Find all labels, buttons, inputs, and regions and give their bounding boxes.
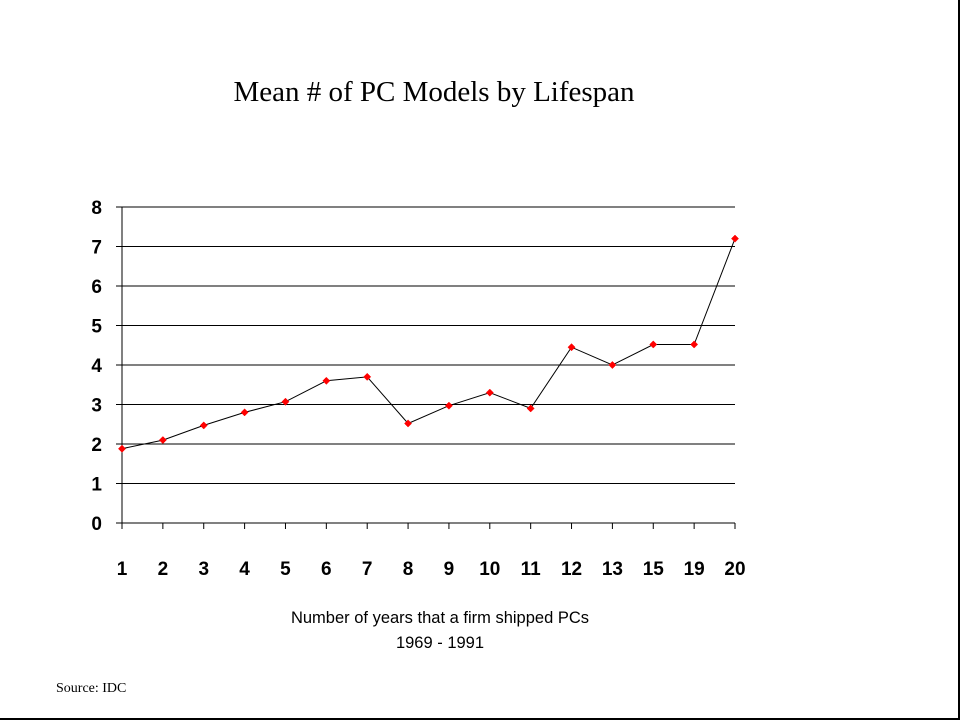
- data-point-marker: [690, 340, 699, 349]
- x-axis-label-years: 1969 - 1991: [395, 634, 485, 652]
- x-tick-label: 12: [561, 559, 582, 580]
- data-point-marker: [404, 419, 413, 428]
- x-tick-label: 9: [444, 559, 455, 580]
- y-tick-label: 4: [91, 356, 102, 377]
- y-tick-label: 1: [91, 475, 102, 496]
- data-point-marker: [649, 340, 658, 349]
- source-note: Source: IDC: [56, 681, 127, 696]
- x-tick-label: 10: [479, 559, 500, 580]
- x-tick-label: 15: [643, 559, 665, 580]
- x-tick-label: 2: [158, 559, 169, 580]
- series-layer: [118, 234, 739, 453]
- y-tick-label: 7: [91, 238, 102, 259]
- y-tick-label: 5: [91, 317, 102, 338]
- x-tick-label: 13: [602, 559, 623, 580]
- data-point-marker: [567, 343, 576, 352]
- data-point-marker: [485, 388, 494, 397]
- x-tick-label: 4: [239, 559, 250, 580]
- x-tick-label: 1: [117, 559, 128, 580]
- data-point-marker: [526, 404, 535, 413]
- data-point-marker: [118, 444, 126, 453]
- data-point-marker: [158, 436, 167, 445]
- data-point-marker: [444, 401, 453, 410]
- data-point-marker: [608, 361, 617, 369]
- y-tick-label: 2: [91, 435, 102, 456]
- gridlines: [122, 206, 735, 484]
- x-tick-labels: 1 2 3 4 5 6 7 8 9 10 11 12 13 15 19 20: [117, 559, 746, 580]
- x-tick-label: 19: [684, 559, 705, 580]
- x-tick-label: 6: [321, 559, 332, 580]
- x-tick-label: 7: [362, 559, 373, 580]
- x-tick-label: 20: [724, 559, 745, 580]
- data-point-marker: [281, 397, 290, 406]
- data-point-marker: [322, 376, 331, 385]
- data-point-marker: [731, 234, 739, 243]
- axes: [116, 206, 736, 529]
- data-point-marker: [199, 421, 208, 430]
- y-tick-label: 0: [91, 514, 102, 535]
- chart-title: Mean # of PC Models by Lifespan: [233, 76, 635, 108]
- y-tick-label: 6: [91, 277, 102, 298]
- y-tick-label: 3: [91, 396, 102, 417]
- y-tick-label: 8: [91, 198, 102, 219]
- x-axis-label: Number of years that a firm shipped PCs: [290, 609, 590, 627]
- data-point-marker: [363, 372, 372, 381]
- data-point-marker: [240, 408, 249, 417]
- x-tick-label: 3: [198, 559, 209, 580]
- series-line: [121, 238, 736, 450]
- y-tick-labels: 0 1 2 3 4 5 6 7 8: [91, 198, 102, 535]
- x-tick-label: 11: [521, 559, 542, 580]
- x-tick-label: 5: [280, 559, 291, 580]
- x-tick-label: 8: [403, 559, 414, 580]
